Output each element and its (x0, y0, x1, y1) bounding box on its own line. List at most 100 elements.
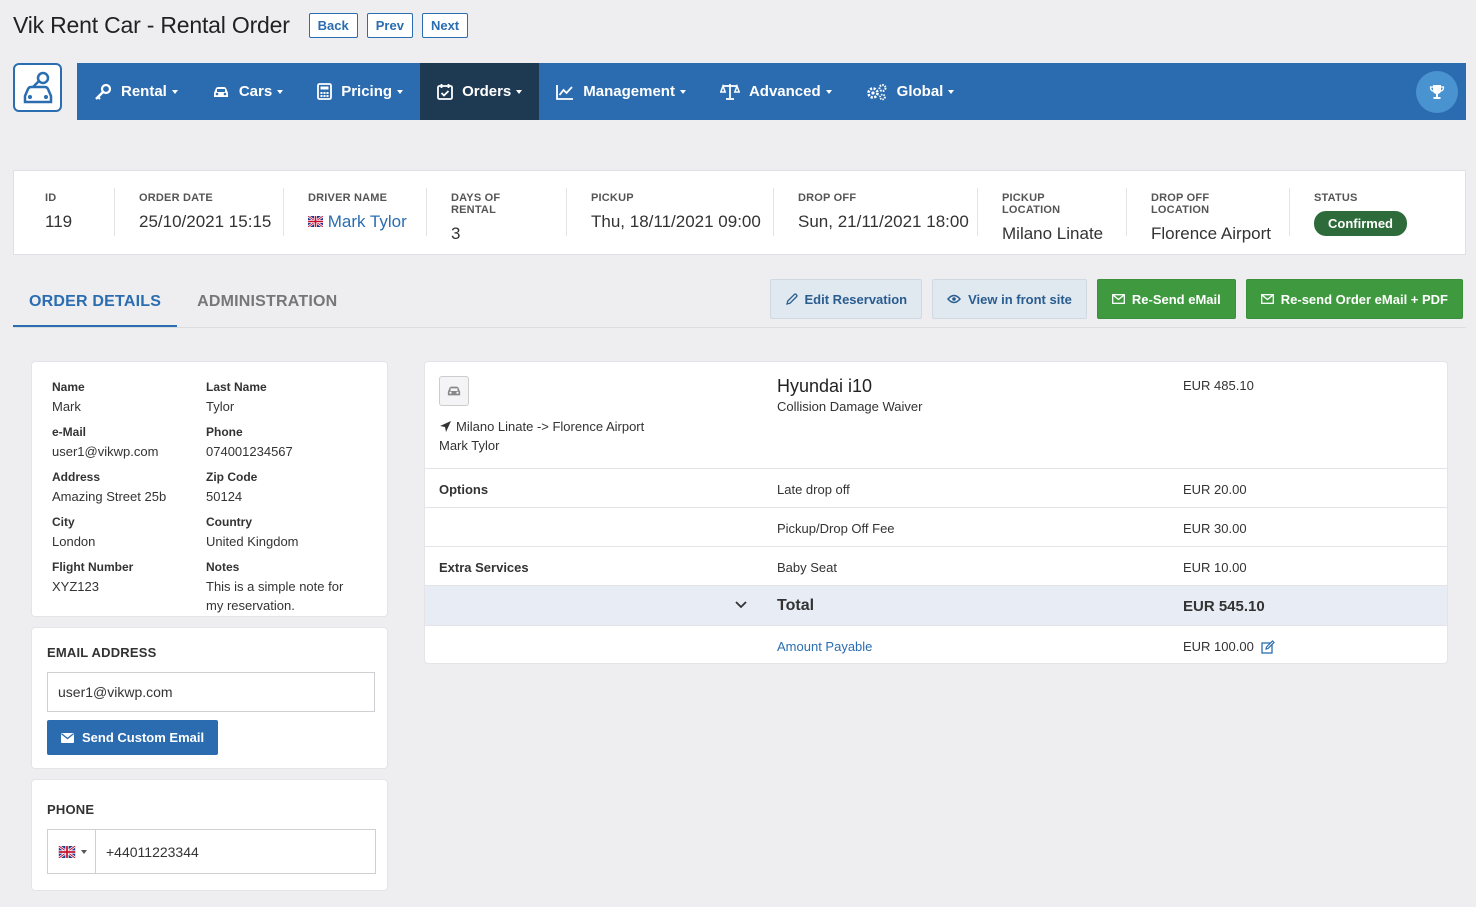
menu-cars-label: Cars (238, 83, 273, 100)
order-summary: ID 119 ORDER DATE 25/10/2021 15:15 DRIVE… (13, 170, 1466, 255)
view-front-site-button[interactable]: View in front site (932, 279, 1087, 319)
location-arrow-icon (440, 421, 451, 432)
field-name-value: Mark (52, 399, 81, 414)
menu-pricing[interactable]: Pricing (300, 63, 420, 120)
summary-dropoff-label: DROP OFF (798, 192, 857, 204)
field-name-label: Name (52, 380, 85, 394)
field-notes-value: This is a simple note for my reservation… (206, 579, 344, 613)
caret-down-icon (277, 89, 284, 94)
summary-dropoff-location-value: Florence Airport (1151, 224, 1271, 243)
phone-section-title: PHONE (47, 802, 95, 817)
menu-management-label: Management (583, 83, 675, 100)
customer-details-card: Name Mark Last Name Tylor e-Mail user1@vikw… (31, 361, 388, 617)
back-button[interactable]: Back (308, 13, 358, 38)
field-city: City London (52, 515, 206, 551)
option-row: Options Late drop off EUR 20.00 (425, 469, 1447, 508)
field-city-label: City (52, 515, 75, 529)
car-thumbnail (439, 376, 469, 406)
calendar-check-icon (437, 84, 453, 100)
option-name: Pickup/Drop Off Fee (777, 521, 895, 536)
edit-reservation-label: Edit Reservation (804, 291, 908, 307)
menu-orders[interactable]: Orders (420, 63, 540, 120)
field-email: e-Mail user1@vikwp.com (52, 425, 206, 461)
chevron-down-icon[interactable] (735, 600, 747, 610)
car-tariff: Collision Damage Waiver (777, 399, 923, 414)
field-last-name-label: Last Name (206, 380, 267, 394)
field-zip: Zip Code 50124 (206, 470, 366, 506)
summary-days: DAYS OF RENTAL 3 (427, 188, 567, 243)
field-address-value: Amazing Street 25b (52, 489, 167, 504)
chart-line-icon (556, 84, 574, 100)
summary-driver: DRIVER NAME Mark Tylor (284, 188, 427, 236)
prev-button[interactable]: Prev (366, 13, 413, 38)
field-country: Country United Kingdom (206, 515, 366, 551)
field-phone-label: Phone (206, 425, 243, 439)
field-notes-label: Notes (206, 560, 240, 574)
total-row: Total EUR 545.10 (425, 586, 1447, 626)
resend-email-pdf-button[interactable]: Re-send Order eMail + PDF (1245, 279, 1463, 319)
menu-rental[interactable]: Rental (77, 63, 195, 120)
summary-pickup-location: PICKUP LOCATION Milano Linate (978, 188, 1127, 243)
tab-order-details[interactable]: ORDER DETAILS (13, 280, 178, 328)
menu-advanced[interactable]: Advanced (703, 63, 849, 120)
option-name: Late drop off (777, 482, 850, 497)
driver-name-link[interactable]: Mark Tylor (327, 212, 407, 231)
order-tabs: ORDER DETAILS ADMINISTRATION (13, 280, 353, 328)
trophy-icon (1429, 85, 1445, 99)
field-country-value: United Kingdom (206, 534, 299, 549)
summary-order-date-label: ORDER DATE (139, 192, 213, 204)
menu-global-label: Global (896, 83, 944, 100)
edit-icon[interactable] (1261, 639, 1275, 654)
main-menu: Rental Cars Pricing Orders Management Ad… (77, 63, 1466, 120)
custom-email-input[interactable] (47, 672, 375, 712)
summary-order-date-value: 25/10/2021 15:15 (139, 212, 272, 231)
phone-card: PHONE (31, 779, 388, 891)
edit-reservation-button[interactable]: Edit Reservation (769, 279, 923, 319)
menu-cars[interactable]: Cars (195, 63, 300, 120)
phone-input[interactable] (96, 830, 375, 873)
summary-driver-label: DRIVER NAME (308, 192, 388, 204)
caret-down-icon (80, 849, 87, 854)
summary-order-date: ORDER DATE 25/10/2021 15:15 (115, 188, 284, 236)
summary-pickup: PICKUP Thu, 18/11/2021 09:00 (567, 188, 774, 236)
menu-global[interactable]: Global (849, 63, 972, 120)
country-code-select[interactable] (48, 830, 96, 873)
field-address: Address Amazing Street 25b (52, 470, 206, 506)
car-icon (213, 86, 228, 97)
field-notes: Notes This is a simple note for my reserv… (206, 560, 366, 615)
field-phone-value: 074001234567 (206, 444, 293, 459)
summary-dropoff: DROP OFF Sun, 21/11/2021 18:00 (774, 188, 978, 236)
email-address-card: EMAIL ADDRESS Send Custom Email (31, 627, 388, 769)
page-title: Vik Rent Car - Rental Order (13, 12, 290, 38)
email-section-title: EMAIL ADDRESS (47, 645, 157, 660)
envelope-icon (61, 732, 74, 743)
summary-pickup-location-label: PICKUP LOCATION (1002, 192, 1061, 216)
car-row: Milano Linate -> Florence Airport Mark T… (425, 362, 1447, 469)
summary-status: STATUS Confirmed (1290, 188, 1450, 236)
menu-management[interactable]: Management (539, 63, 703, 120)
balance-scale-icon (719, 83, 740, 100)
resend-email-label: Re-Send eMail (1131, 291, 1221, 307)
summary-dropoff-location: DROP OFF LOCATION Florence Airport (1127, 188, 1290, 243)
pencil-icon (785, 292, 798, 305)
field-zip-label: Zip Code (206, 470, 258, 484)
resend-email-button[interactable]: Re-Send eMail (1096, 279, 1236, 319)
title-bar: Vik Rent Car - Rental Order Back Prev Ne… (13, 12, 469, 39)
order-driver: Mark Tylor (439, 438, 500, 453)
envelope-icon (1111, 294, 1125, 304)
menu-rental-label: Rental (121, 83, 167, 100)
send-custom-email-label: Send Custom Email (82, 730, 205, 745)
field-last-name-value: Tylor (206, 399, 235, 414)
send-custom-email-button[interactable]: Send Custom Email (47, 720, 219, 755)
eye-icon (947, 294, 962, 304)
app-logo[interactable] (13, 63, 62, 112)
tabs-divider (13, 327, 1466, 328)
summary-days-label: DAYS OF RENTAL (451, 192, 501, 216)
summary-driver-value[interactable]: Mark Tylor (307, 212, 407, 232)
next-button[interactable]: Next (421, 13, 469, 38)
trophy-button[interactable] (1416, 71, 1458, 113)
summary-status-label: STATUS (1314, 192, 1358, 204)
amount-payable-label[interactable]: Amount Payable (777, 639, 873, 654)
tab-administration[interactable]: ADMINISTRATION (197, 293, 338, 310)
summary-pickup-location-value: Milano Linate (1002, 224, 1104, 243)
